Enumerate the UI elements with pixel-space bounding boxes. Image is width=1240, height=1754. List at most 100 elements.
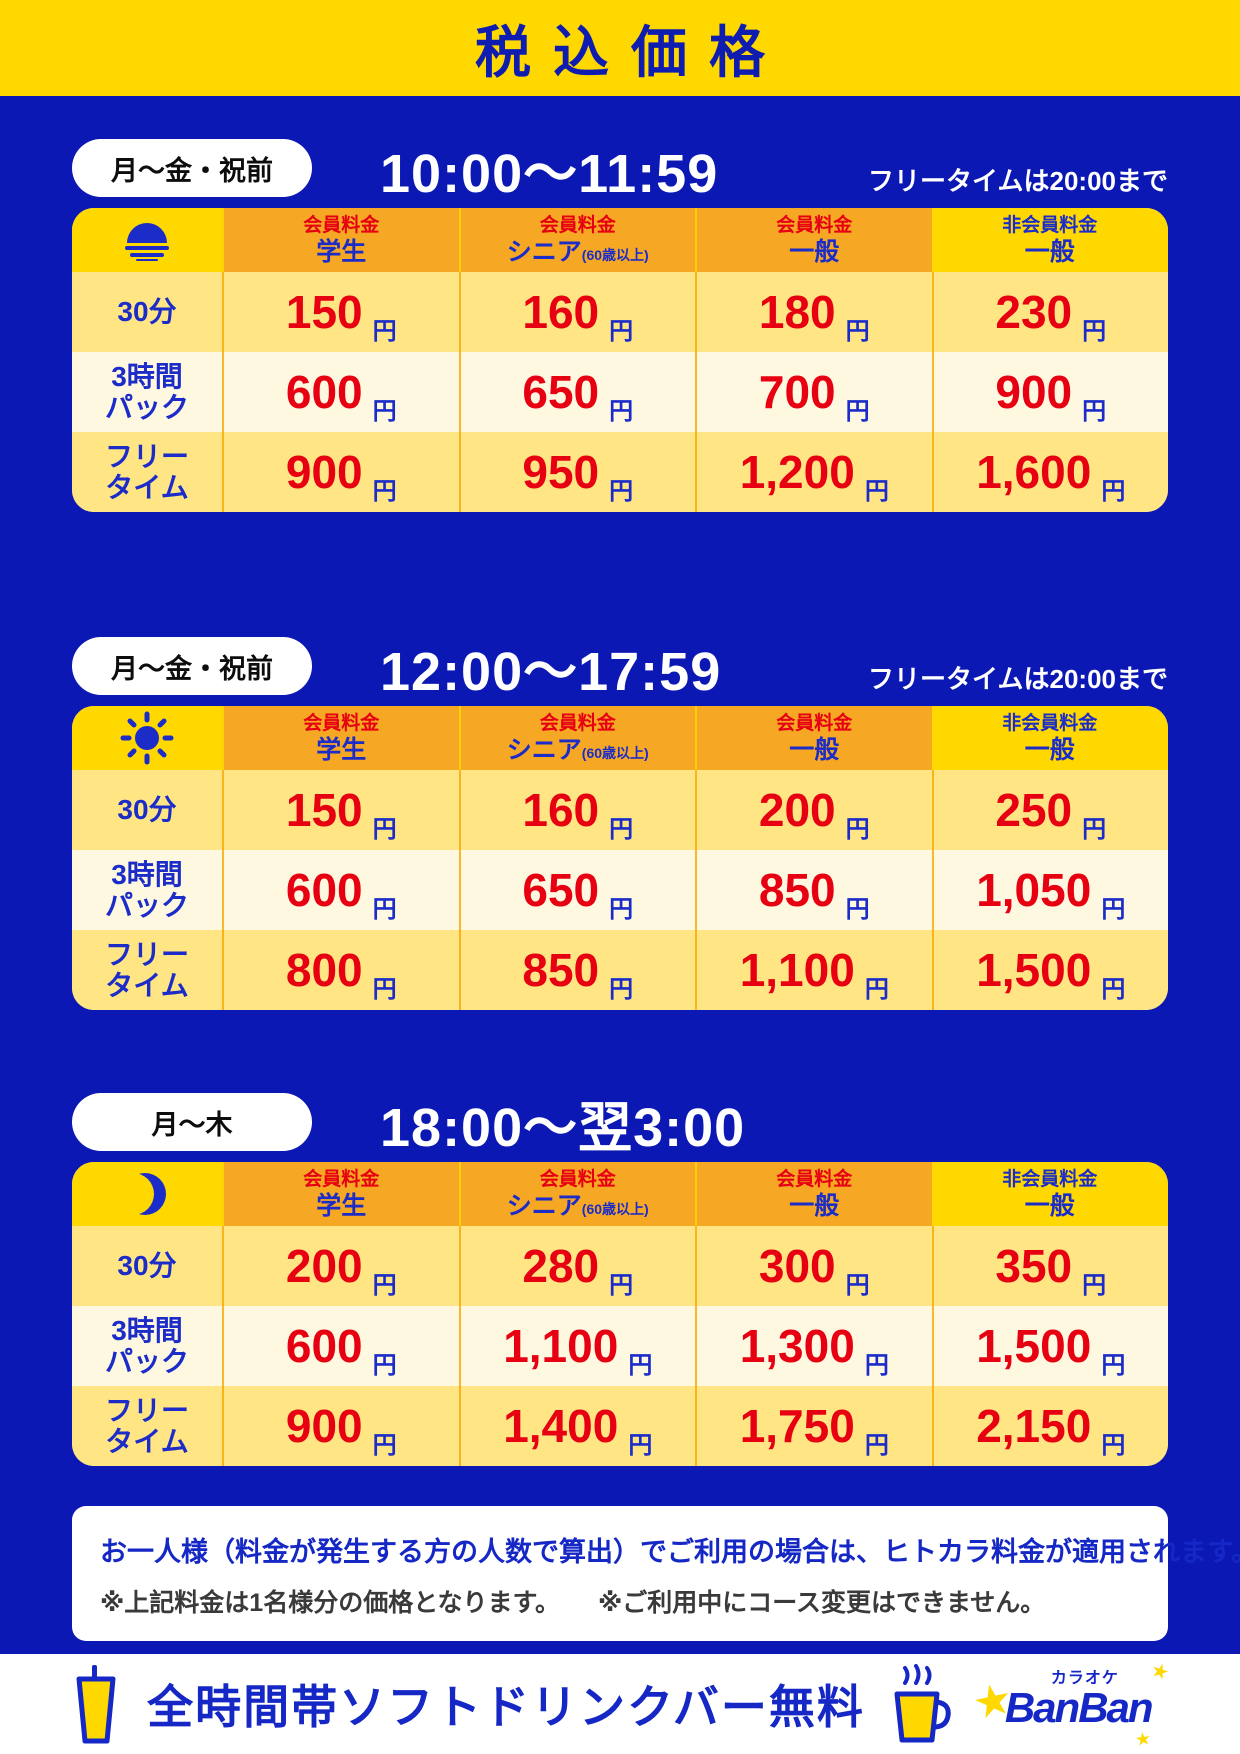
yen-suffix: 円 <box>1101 477 1126 505</box>
yen-suffix: 円 <box>372 1431 397 1459</box>
hot-drink-icon <box>891 1664 953 1744</box>
general-column-header: 会員料金 一般 <box>695 208 932 272</box>
row-label: フリー タイム <box>104 1394 189 1457</box>
notice-footnotes: ※上記料金は1名様分の価格となります。 ※ご利用中にコース変更はできません。 <box>100 1583 1140 1619</box>
yen-suffix: 円 <box>372 895 397 923</box>
price-cell: 650 円 <box>458 352 696 432</box>
table-row-freetime: フリー タイム 900 円 950 円 1,200 円 1,600 円 <box>72 432 1168 512</box>
yen-suffix: 円 <box>372 975 397 1003</box>
price-cell: 800 円 <box>222 930 459 1010</box>
price-cell: 250 円 <box>931 770 1169 850</box>
row-label: 3時間 パック <box>104 858 189 921</box>
time-range: 12:00〜17:59 <box>380 641 722 702</box>
time-band-header-2: 月〜金・祝前 12:00〜17:59 フリータイムは20:00まで <box>72 636 1168 702</box>
price-cell: 1,050 円 <box>931 850 1169 930</box>
yen-suffix: 円 <box>845 895 870 923</box>
table-row-30min: 30分 150 円 160 円 200 円 250 円 <box>72 770 1168 850</box>
nonmember-fee-label: 非会員料金 <box>1002 712 1098 734</box>
senior-label: シニア(60歳以上) <box>506 237 649 266</box>
general-label: 一般 <box>1024 237 1075 266</box>
yen-suffix: 円 <box>864 1431 889 1459</box>
price-cell: 700 円 <box>695 352 932 432</box>
general-column-header: 会員料金 一般 <box>695 706 932 770</box>
freetime-note: フリータイムは20:00まで <box>868 166 1168 196</box>
days-pill: 月〜木 <box>72 1093 312 1151</box>
page-title: 税込価格 <box>475 20 787 84</box>
student-label: 学生 <box>316 735 367 764</box>
cold-drink-icon <box>71 1664 121 1744</box>
freetime-note: フリータイムは20:00まで <box>868 664 1168 694</box>
student-column-header: 会員料金 学生 <box>222 208 459 272</box>
price-cell: 160 円 <box>458 272 696 352</box>
time-range: 10:00〜11:59 <box>380 143 719 204</box>
hitokara-notice: お一人様（料金が発生する方の人数で算出）でご利用の場合は、ヒトカラ料金が適用され… <box>100 1537 1240 1567</box>
table-row-30min: 30分 150 円 160 円 180 円 230 円 <box>72 272 1168 352</box>
nonmember-column-header: 非会員料金 一般 <box>931 706 1168 770</box>
yen-suffix: 円 <box>864 975 889 1003</box>
yen-suffix: 円 <box>1082 1271 1107 1299</box>
student-column-header: 会員料金 学生 <box>222 706 459 770</box>
price-cell: 180 円 <box>695 272 932 352</box>
yen-suffix: 円 <box>372 815 397 843</box>
price-cell: 600 円 <box>222 352 459 432</box>
yen-suffix: 円 <box>845 397 870 425</box>
yen-suffix: 円 <box>1101 1431 1126 1459</box>
member-fee-label: 会員料金 <box>539 712 616 734</box>
member-fee-label: 会員料金 <box>303 712 380 734</box>
general-label: 一般 <box>1024 735 1075 764</box>
yen-suffix: 円 <box>1082 815 1107 843</box>
price-cell: 280 円 <box>458 1226 696 1306</box>
yen-suffix: 円 <box>609 317 634 345</box>
row-label: 3時間 パック <box>104 1314 189 1377</box>
price-cell: 200 円 <box>222 1226 459 1306</box>
yen-suffix: 円 <box>628 1431 653 1459</box>
member-fee-label: 会員料金 <box>776 214 853 236</box>
student-label: 学生 <box>316 237 367 266</box>
yen-suffix: 円 <box>845 815 870 843</box>
price-cell: 1,300 円 <box>695 1306 932 1386</box>
general-column-header: 会員料金 一般 <box>695 1162 932 1226</box>
footnote-per-person: ※上記料金は1名様分の価格となります。 <box>100 1589 560 1617</box>
general-label: 一般 <box>789 1191 840 1220</box>
price-cell: 1,500 円 <box>931 930 1169 1010</box>
price-cell: 1,400 円 <box>458 1386 696 1466</box>
price-cell: 600 円 <box>222 850 459 930</box>
student-label: 学生 <box>316 1191 367 1220</box>
row-label: 30分 <box>117 794 177 826</box>
price-cell: 1,100 円 <box>458 1306 696 1386</box>
row-label: フリー タイム <box>104 938 189 1001</box>
time-range: 18:00〜翌3:00 <box>380 1097 746 1158</box>
yen-suffix: 円 <box>609 895 634 923</box>
banban-logo: ★ ★ ★ カラオケ BanBan <box>968 1659 1172 1750</box>
time-icon-cell <box>72 1162 222 1226</box>
member-fee-label: 会員料金 <box>303 214 380 236</box>
table-row-3hour-pack: 3時間 パック 600 円 1,100 円 1,300 円 1,500 円 <box>72 1306 1168 1386</box>
table-row-30min: 30分 200 円 280 円 300 円 350 円 <box>72 1226 1168 1306</box>
time-band-header-1: 月〜金・祝前 10:00〜11:59 フリータイムは20:00まで <box>72 138 1168 204</box>
general-label: 一般 <box>789 735 840 764</box>
yen-suffix: 円 <box>372 477 397 505</box>
table-header-row: 会員料金 学生 会員料金 シニア(60歳以上) 会員料金 一般 非会員料金 一般 <box>72 1162 1168 1226</box>
yen-suffix: 円 <box>628 1351 653 1379</box>
nonmember-column-header: 非会員料金 一般 <box>931 208 1168 272</box>
price-cell: 850 円 <box>458 930 696 1010</box>
price-cell: 850 円 <box>695 850 932 930</box>
member-fee-label: 会員料金 <box>539 214 616 236</box>
yen-suffix: 円 <box>845 1271 870 1299</box>
price-cell: 150 円 <box>222 770 459 850</box>
price-cell: 350 円 <box>931 1226 1169 1306</box>
table-row-3hour-pack: 3時間 パック 600 円 650 円 700 円 900 円 <box>72 352 1168 432</box>
yen-suffix: 円 <box>1082 397 1107 425</box>
general-label: 一般 <box>1024 1191 1075 1220</box>
price-cell: 1,750 円 <box>695 1386 932 1466</box>
price-table-night: 会員料金 学生 会員料金 シニア(60歳以上) 会員料金 一般 非会員料金 一般… <box>72 1162 1168 1466</box>
yen-suffix: 円 <box>372 1271 397 1299</box>
price-cell: 650 円 <box>458 850 696 930</box>
yen-suffix: 円 <box>372 397 397 425</box>
nonmember-fee-label: 非会員料金 <box>1002 1168 1098 1190</box>
senior-column-header: 会員料金 シニア(60歳以上) <box>458 706 695 770</box>
row-label: フリー タイム <box>104 440 189 503</box>
price-cell: 2,150 円 <box>931 1386 1169 1466</box>
senior-column-header: 会員料金 シニア(60歳以上) <box>458 208 695 272</box>
yen-suffix: 円 <box>372 317 397 345</box>
